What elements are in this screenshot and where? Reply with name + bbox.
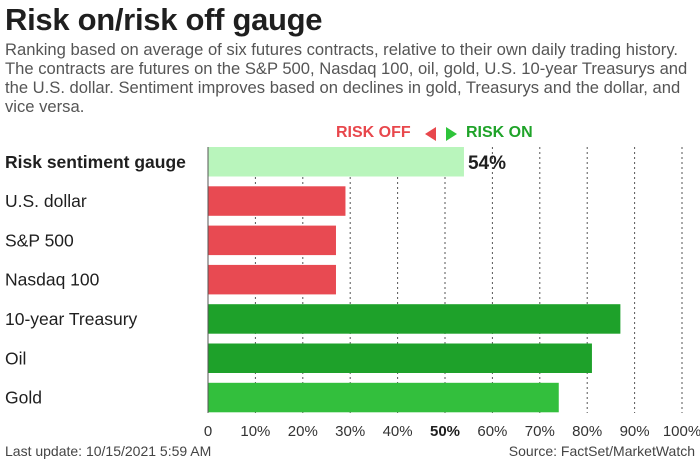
last-update: Last update: 10/15/2021 5:59 AM: [5, 443, 212, 459]
risk-off-arrow-icon: [425, 127, 436, 141]
x-tick-label: 0: [204, 423, 212, 440]
chart-subtitle: Ranking based on average of six futures …: [5, 40, 688, 116]
x-tick-label: 80%: [572, 423, 602, 440]
legend-risk-off: RISK OFF: [336, 124, 411, 141]
risk-on-arrow-icon: [446, 127, 457, 141]
category-label: 10-year Treasury: [5, 309, 138, 329]
chart-title: Risk on/risk off gauge: [5, 2, 323, 37]
data-label: 54%: [468, 153, 506, 174]
x-tick-label: 60%: [477, 423, 507, 440]
bar-10-year-treasury: [208, 304, 621, 334]
bar-u-s-dollar: [208, 186, 346, 216]
legend-risk-on: RISK ON: [466, 124, 533, 141]
x-tick-label: 50%: [430, 423, 460, 440]
x-tick-label: 20%: [288, 423, 318, 440]
category-label: Oil: [5, 348, 26, 368]
category-label: U.S. dollar: [5, 191, 87, 211]
x-tick-label: 90%: [620, 423, 650, 440]
category-label: S&P 500: [5, 230, 74, 250]
bar-nasdaq-100: [208, 264, 336, 295]
category-label: Gold: [5, 388, 42, 408]
bar-oil: [208, 343, 592, 373]
source-credit: Source: FactSet/MarketWatch: [508, 443, 695, 459]
category-label: Risk sentiment gauge: [5, 152, 186, 172]
x-tick-label: 40%: [383, 423, 413, 440]
x-tick-label: 100%: [663, 423, 700, 440]
x-tick-label: 30%: [335, 423, 365, 440]
x-tick-label: 70%: [525, 423, 555, 440]
bar-gold: [208, 382, 559, 413]
category-label: Nasdaq 100: [5, 270, 100, 290]
bar-s-p-500: [208, 225, 336, 256]
x-tick-label: 10%: [240, 423, 270, 440]
bar-risk-sentiment-gauge: [208, 147, 464, 177]
